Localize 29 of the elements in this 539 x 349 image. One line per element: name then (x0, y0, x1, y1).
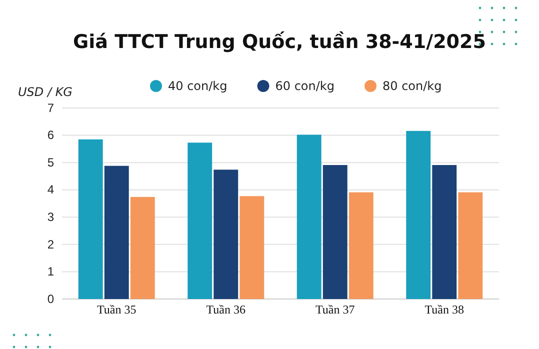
y-axis-title: USD / KG (18, 85, 72, 99)
bar (214, 170, 238, 299)
y-tick-label: 4 (47, 182, 54, 197)
bar (78, 139, 103, 299)
bar (458, 192, 483, 299)
bar (104, 166, 129, 299)
bar (348, 192, 374, 299)
y-tick-label: 0 (47, 292, 54, 306)
bar (240, 196, 264, 299)
bar (432, 165, 457, 299)
x-tick-label: Tuần 38 (424, 302, 464, 317)
legend-label: 80 con/kg (382, 79, 442, 93)
bar (322, 165, 348, 299)
bar (406, 130, 431, 299)
bar (296, 134, 322, 299)
y-tick-label: 3 (47, 210, 54, 224)
legend-label: 60 con/kg (275, 79, 334, 93)
x-tick-label: Tuần 35 (97, 302, 136, 317)
y-tick-label: 2 (47, 237, 54, 252)
bar (188, 142, 212, 299)
chart-title: Giá TTCT Trung Quốc, tuần 38-41/2025 (73, 31, 486, 53)
x-tick-label: Tuần 37 (316, 302, 355, 317)
y-tick-label: 1 (47, 264, 54, 279)
x-tick-label: Tuần 36 (206, 302, 246, 317)
y-tick-label: 5 (47, 155, 54, 170)
y-tick-label: 7 (47, 100, 54, 115)
y-tick-label: 6 (47, 128, 54, 142)
legend-label: 40 con/kg (168, 79, 228, 93)
bar (130, 196, 155, 299)
